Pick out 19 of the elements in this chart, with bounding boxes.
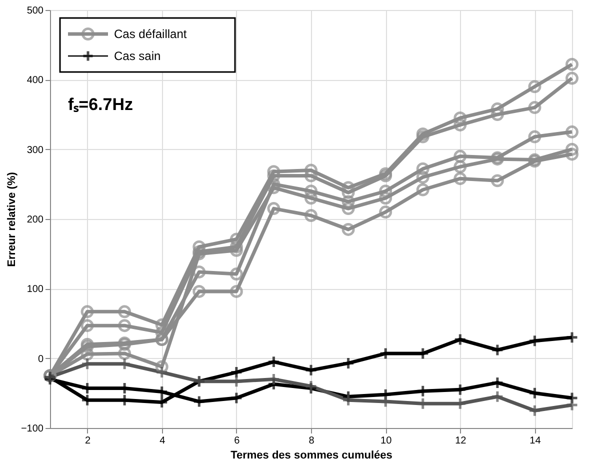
legend-label: Cas défaillant [114,27,188,41]
y-tick-label: 0 [38,354,44,365]
y-tick-label: 300 [26,144,44,156]
y-tick-label: 100 [26,284,44,296]
x-tick-label: 2 [85,436,92,446]
x-axis-title: Termes des sommes cumulées [230,450,392,462]
y-axis-title: Erreur relative (%) [6,172,18,267]
x-tick-label: 12 [455,436,467,446]
x-tick-label: 8 [308,436,315,446]
y-tick-label: 500 [26,6,44,16]
x-tick-label: 10 [380,436,392,446]
y-tick-label: −100 [20,424,44,434]
annotation: fₛ=6.7Hz [68,95,133,114]
x-tick-label: 14 [530,436,542,446]
x-tick-label: 4 [160,436,166,446]
x-tick-label: 6 [234,436,240,446]
y-tick-label: 400 [26,75,44,86]
y-tick-label: 200 [26,214,44,226]
legend-label: Cas sain [114,49,161,63]
